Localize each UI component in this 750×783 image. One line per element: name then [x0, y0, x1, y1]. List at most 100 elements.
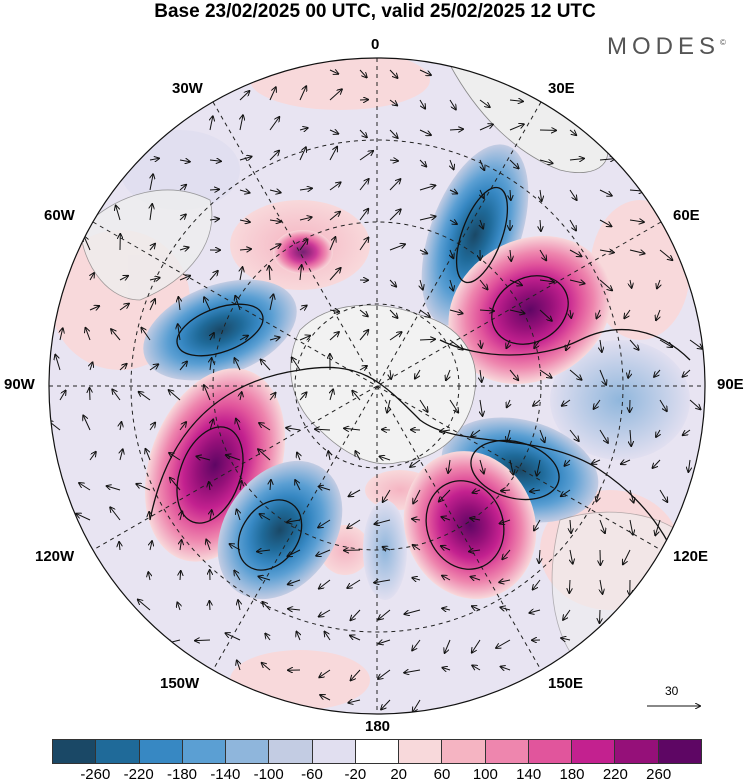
colorbar-swatch	[399, 739, 443, 764]
wind-arrow	[569, 159, 584, 161]
wind-arrow	[149, 512, 150, 521]
wind-arrow	[539, 249, 546, 260]
wind-arrow	[378, 609, 391, 620]
wind-arrow	[569, 280, 585, 284]
wind-arrow	[270, 480, 271, 491]
wind-arrow	[295, 480, 301, 491]
wind-arrow	[359, 366, 367, 370]
wind-arrow	[412, 519, 421, 520]
wind-arrow	[209, 219, 219, 220]
wind-arrow	[204, 297, 211, 311]
wind-arrow	[479, 279, 488, 289]
wind-arrow	[599, 429, 608, 443]
wind-arrow	[383, 489, 391, 502]
wind-arrow	[469, 550, 481, 552]
wind-arrow	[139, 392, 151, 401]
wind-arrow	[261, 360, 271, 371]
wind-arrow	[442, 517, 451, 520]
wind-arrow	[539, 309, 552, 321]
wind-arrow	[569, 369, 582, 380]
wind-arrow	[561, 638, 571, 640]
wind-arrow	[112, 390, 121, 401]
wind-arrow	[569, 579, 570, 593]
wind-arrow	[180, 511, 182, 521]
colorbar-swatch	[615, 739, 659, 764]
wind-arrow	[226, 633, 241, 641]
wind-arrow	[288, 549, 301, 556]
wind-arrow	[419, 250, 427, 254]
wind-arrow	[149, 364, 158, 371]
wind-arrow	[629, 250, 645, 254]
wind-arrow	[319, 579, 331, 589]
wind-arrow	[239, 190, 250, 193]
wind-arrow	[180, 571, 181, 581]
wind-arrow	[209, 160, 221, 161]
wind-arrow	[359, 330, 368, 341]
wind-arrow	[237, 510, 240, 521]
wind-arrow	[210, 333, 214, 341]
wind-arrow	[348, 700, 361, 703]
wind-arrow	[389, 160, 398, 161]
wind-arrow	[328, 451, 330, 461]
wind-arrow	[269, 220, 281, 222]
wind-arrow	[299, 217, 312, 220]
wind-arrow	[599, 250, 614, 253]
wind-arrow	[629, 220, 644, 222]
wind-arrow	[383, 547, 391, 550]
wind-arrow	[288, 609, 301, 610]
longitude-label-mid-upper-right: 60E	[673, 207, 700, 224]
wind-arrow	[179, 422, 186, 431]
wind-arrow	[299, 147, 306, 161]
wind-arrow	[449, 399, 458, 413]
colorbar-swatch	[528, 739, 573, 764]
wind-arrow	[359, 309, 368, 316]
wind-arrow	[389, 69, 398, 78]
wind-arrow	[355, 451, 361, 461]
wind-arrow	[265, 634, 270, 641]
south-america-landmass	[79, 189, 213, 301]
colorbar-swatch	[269, 739, 313, 764]
wind-arrow	[235, 296, 241, 311]
longitude-label-top: 0	[371, 36, 380, 53]
colorbar-swatch	[658, 739, 702, 764]
wind-arrow	[239, 336, 248, 340]
wind-arrow	[569, 219, 576, 230]
wind-arrow	[509, 124, 524, 131]
colorbar-swatch	[226, 739, 270, 764]
wind-arrow	[210, 510, 212, 521]
wind-arrow	[329, 310, 339, 312]
wind-arrow	[269, 87, 276, 101]
wind-arrow	[419, 216, 436, 221]
wind-arrow	[230, 544, 241, 551]
wind-arrow	[299, 239, 308, 251]
wind-arrow	[329, 237, 335, 251]
wind-arrow	[226, 455, 241, 461]
wind-arrow	[480, 369, 482, 382]
wind-arrow	[378, 669, 391, 679]
anomaly-region	[550, 340, 690, 460]
wind-arrow	[239, 157, 252, 160]
wind-arrow	[316, 549, 331, 556]
wind-arrow	[300, 265, 302, 281]
wind-arrow	[561, 489, 571, 496]
colorbar-tick-label: -220	[123, 766, 154, 783]
contour-line	[425, 480, 505, 570]
wind-arrow	[449, 339, 463, 350]
wind-arrow	[359, 179, 369, 191]
wind-arrow	[509, 100, 523, 101]
wind-arrow	[419, 159, 426, 167]
wind-arrow	[470, 518, 481, 520]
anomaly-region	[448, 235, 612, 385]
chart-title: Base 23/02/2025 00 UTC, valid 25/02/2025…	[154, 1, 596, 22]
map-border	[48, 57, 706, 715]
anomaly-region	[230, 650, 370, 710]
wind-arrow	[240, 392, 242, 401]
wind-arrow	[89, 306, 99, 310]
wind-arrow	[389, 209, 401, 221]
colorbar-swatch	[442, 739, 486, 764]
wind-arrow	[381, 699, 391, 709]
wind-arrow	[389, 332, 402, 341]
wind-arrow	[329, 89, 342, 101]
wind-arrow	[260, 514, 271, 521]
